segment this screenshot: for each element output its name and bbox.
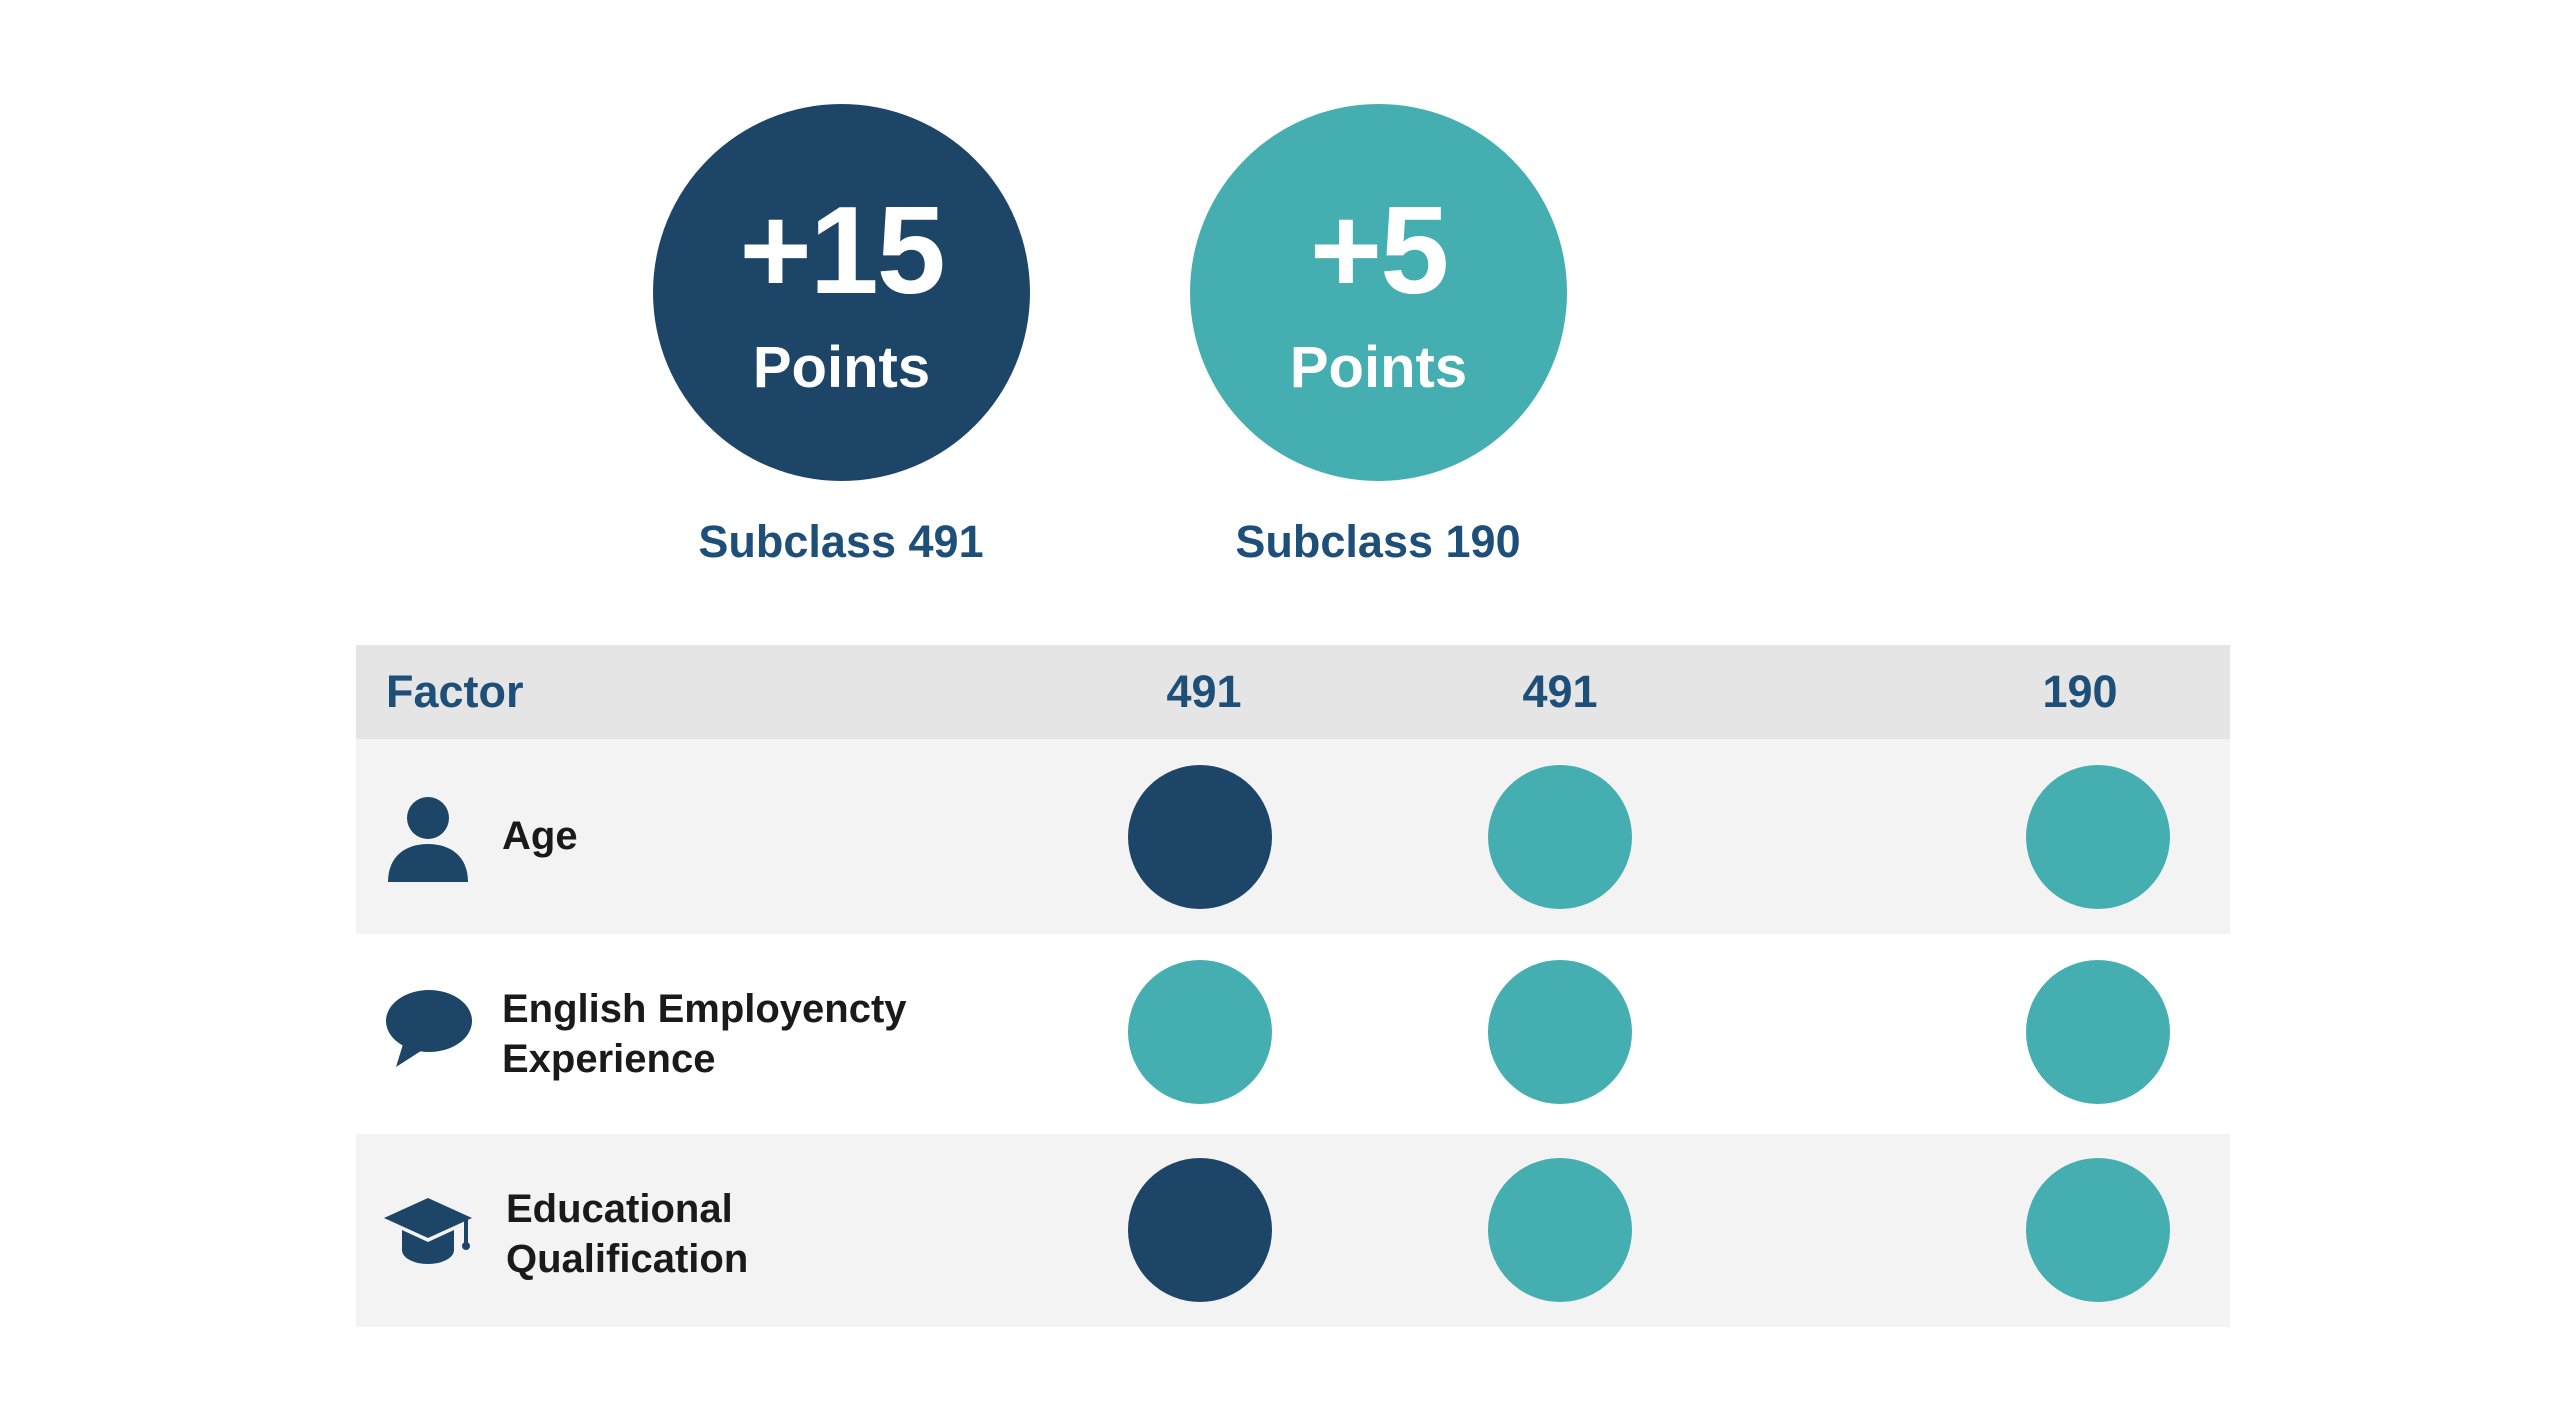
dot-age-190 <box>2026 765 2170 909</box>
table-header-row: Factor 491 491 190 <box>356 645 2230 739</box>
dot-english-491-b <box>1488 960 1632 1104</box>
factor-label-education-line2: Qualification <box>506 1237 749 1281</box>
dot-english-190 <box>2026 960 2170 1104</box>
badge-190-caption: Subclass 190 <box>1235 516 1521 567</box>
table-row-education: Educational Qualification <box>356 1134 2230 1327</box>
factor-label-english: English Employencty Experience <box>502 984 982 1084</box>
table-row-english: English Employencty Experience <box>356 934 2230 1134</box>
factor-label-education: Educational Qualification <box>506 1184 986 1284</box>
dot-education-491-a <box>1128 1158 1272 1302</box>
header-col-491-a: 491 <box>1166 666 1242 717</box>
points-badge-190: +5 Points <box>1190 104 1567 481</box>
badge-190-value: +5 <box>1309 181 1449 320</box>
badge-491-value: +15 <box>739 181 945 320</box>
factor-label-english-line1: English Employencty <box>502 987 907 1031</box>
factor-label-education-line1: Educational <box>506 1187 733 1231</box>
person-icon <box>388 797 468 882</box>
header-col-491-b: 491 <box>1522 666 1598 717</box>
dot-education-190 <box>2026 1158 2170 1302</box>
factor-label-age: Age <box>502 814 578 858</box>
badge-190-unit: Points <box>1289 334 1468 400</box>
graduation-cap-icon <box>384 1198 472 1264</box>
badge-491-caption: Subclass 491 <box>698 516 984 567</box>
badge-491-unit: Points <box>752 334 931 400</box>
comparison-table: Factor 491 491 190 Age English Employenc… <box>356 645 2230 1327</box>
dot-age-491-a <box>1128 765 1272 909</box>
dot-age-491-b <box>1488 765 1632 909</box>
speech-bubble-icon <box>386 990 472 1067</box>
points-badge-491: +15 Points <box>653 104 1030 481</box>
header-factor: Factor <box>386 666 524 717</box>
dot-education-491-b <box>1488 1158 1632 1302</box>
factor-label-english-line2: Experience <box>502 1037 716 1081</box>
dot-english-491-a <box>1128 960 1272 1104</box>
header-col-190: 190 <box>2042 666 2118 717</box>
table-row-age: Age <box>356 739 2230 934</box>
